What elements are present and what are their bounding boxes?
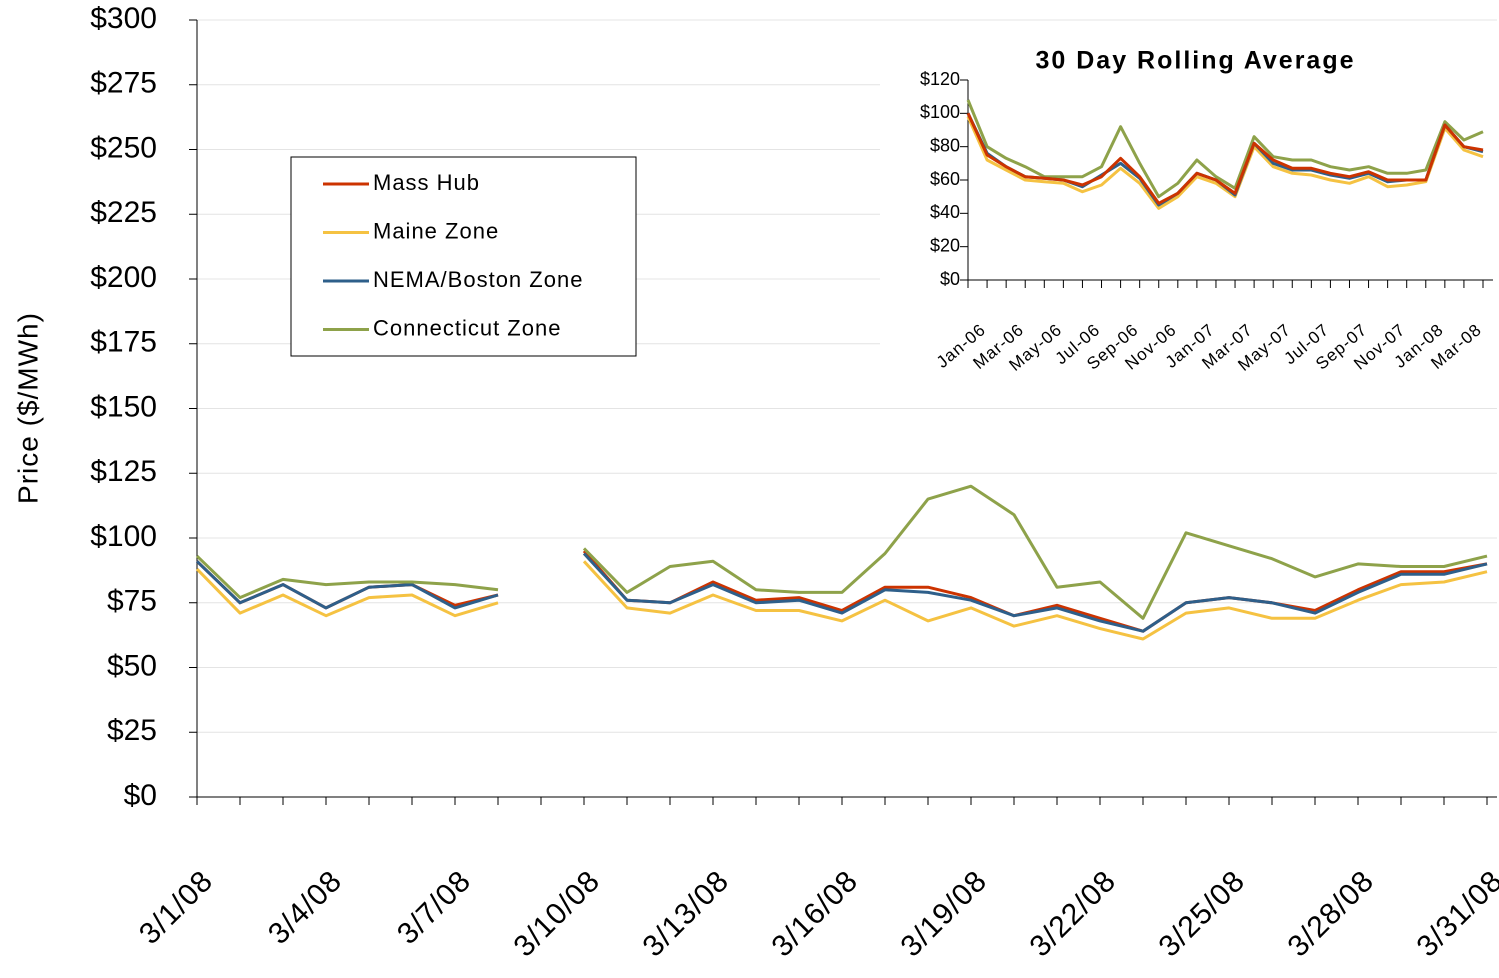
y-tick-label: $100 [920,102,960,122]
series-line [966,116,1484,210]
y-tick-label: $25 [107,714,157,747]
y-tick-label: $250 [90,131,157,164]
inset-title: 30 Day Rolling Average [1035,47,1355,75]
x-tick-label: 3/19/08 [894,864,993,963]
legend-box [290,156,637,357]
legend-label: Maine Zone [373,218,499,243]
y-tick-label: $275 [90,67,157,100]
x-tick-label: 3/28/08 [1281,864,1380,963]
y-tick-label: $0 [940,269,960,289]
x-tick-label: 3/4/08 [262,864,349,951]
y-tick-label: $40 [930,202,960,222]
series-line [195,552,1488,633]
x-tick-label: 3/16/08 [765,864,864,963]
y-tick-label: $200 [90,261,157,294]
x-tick-label: 3/10/08 [507,864,606,963]
inset-background [880,40,1497,395]
series-line [966,99,1484,199]
y-tick-label: $75 [107,585,157,618]
y-tick-label: $0 [124,779,157,812]
y-tick-label: $125 [90,455,157,488]
y-tick-label: $50 [107,649,157,682]
y-tick-label: $175 [90,326,157,359]
legend-label: Mass Hub [373,170,480,195]
x-tick-label: 3/22/08 [1023,864,1122,963]
y-tick-label: $300 [90,2,157,35]
y-tick-label: $20 [930,235,960,255]
y-tick-label: $60 [930,169,960,189]
y-tick-label: $225 [90,196,157,229]
series-line [966,112,1484,205]
y-tick-label: $100 [90,520,157,553]
legend-label: NEMA/Boston Zone [373,267,583,292]
y-tick-label: $120 [920,69,960,89]
x-tick-label: 3/13/08 [636,864,735,963]
x-tick-label: 3/25/08 [1152,864,1251,963]
x-tick-label: 3/1/08 [133,864,220,951]
y-axis-label: Price ($/MWh) [12,312,43,504]
y-tick-label: $150 [90,390,157,423]
y-tick-label: $80 [930,135,960,155]
series-line [195,484,1488,620]
x-tick-label: 3/7/08 [391,864,478,951]
series-line [195,560,1488,641]
x-tick-label: 3/31/08 [1410,864,1499,963]
legend-label: Connecticut Zone [373,315,561,340]
